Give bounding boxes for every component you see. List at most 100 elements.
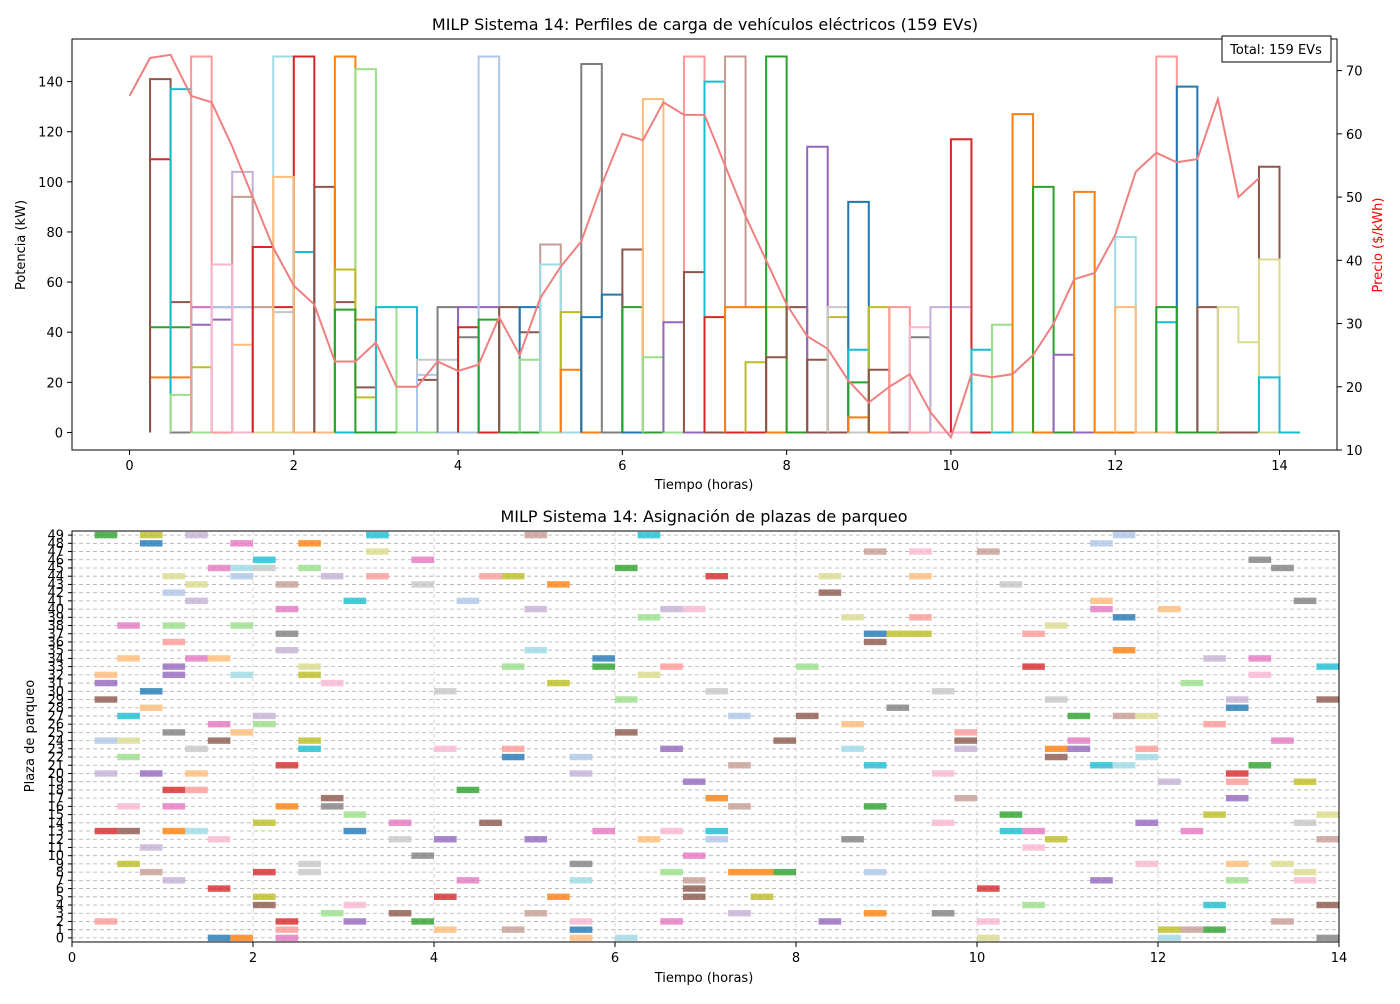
load-series-54 (682, 271, 746, 434)
assignment-bar (863, 548, 887, 555)
assignment-bar (1316, 696, 1339, 703)
assignment-bar (863, 803, 887, 810)
assignment-bar (818, 918, 842, 925)
load-series-16 (210, 263, 274, 434)
assignment-bar (298, 540, 321, 547)
assignment-bar (275, 646, 299, 654)
load-series-44 (559, 311, 623, 434)
assignment-bar (275, 926, 299, 933)
assignment-bar (434, 893, 457, 900)
plot-frame (71, 530, 1340, 943)
assignment-bar (705, 836, 729, 843)
plot-frame (71, 38, 1338, 451)
parking-assignment-chart: MILP Sistema 14: Asignación de plazas de… (23, 507, 1347, 986)
assignment-bar (728, 762, 751, 769)
assignment-bar (1044, 745, 1068, 753)
assignment-bar (1090, 605, 1113, 613)
assignment-bar (162, 573, 186, 580)
x-tick-label: 4 (454, 459, 462, 474)
load-series-20 (251, 246, 315, 434)
assignment-bar (253, 564, 276, 572)
load-series-29 (374, 306, 438, 434)
assignment-bar (728, 803, 751, 810)
assignment-bar (230, 671, 253, 679)
load-series-21 (292, 55, 356, 434)
assignment-bar (705, 688, 729, 695)
assignment-bar (1203, 926, 1226, 933)
y-tick-label: 33 (47, 660, 64, 675)
y2-tick-label: 60 (1346, 128, 1363, 143)
load-series-87 (1175, 85, 1239, 434)
assignment-bar (207, 564, 231, 572)
y-tick-label: 14 (47, 816, 64, 831)
assignment-bar (434, 745, 457, 753)
assignment-bar (1225, 696, 1249, 703)
assignment-bar (207, 934, 231, 942)
load-series-43 (539, 263, 602, 434)
assignment-bar (1225, 794, 1249, 802)
assignment-bar (909, 573, 932, 580)
assignment-bar (660, 745, 683, 753)
y-tick-label: 9 (56, 857, 64, 872)
load-series-84 (1114, 306, 1177, 434)
y-axis-label: Plaza de parqueo (23, 680, 38, 793)
y-tick-label: 32 (47, 668, 64, 683)
load-series-45 (559, 368, 623, 434)
assignment-bar (1293, 868, 1317, 876)
x-tick-label: 12 (1150, 951, 1167, 966)
load-series-37 (477, 55, 541, 434)
assignment-bar (230, 622, 253, 629)
assignment-bar (637, 836, 661, 843)
y-tick-label: 4 (56, 899, 64, 914)
assignment-bar (1044, 696, 1068, 703)
load-series-62 (806, 145, 869, 434)
y-tick-label: 6 (56, 882, 64, 897)
x-tick-label: 10 (969, 951, 986, 966)
assignment-bar (207, 885, 231, 892)
assignment-bar (162, 786, 186, 794)
assignment-bar (434, 688, 457, 695)
y-tick-label: 1 (56, 923, 64, 938)
y-tick-label: 23 (47, 742, 64, 757)
y-tick-label: 18 (47, 783, 64, 798)
assignment-bar (863, 910, 887, 917)
assignment-bar (162, 638, 186, 646)
load-series-75 (929, 306, 992, 434)
assignment-bar (1203, 901, 1226, 909)
assignment-bar (1135, 860, 1158, 868)
y-tick-label: 39 (47, 611, 64, 626)
y-tick-label: 46 (47, 553, 64, 568)
assignment-bar (660, 605, 683, 613)
y-tick-label: 140 (38, 76, 63, 91)
assignment-bar (117, 827, 140, 835)
assignment-bar (162, 663, 186, 670)
load-series-5 (149, 78, 212, 434)
assignment-bar (999, 581, 1023, 588)
y2-tick-label: 50 (1346, 191, 1363, 206)
assignment-bar (1112, 646, 1136, 654)
assignment-bar (94, 737, 118, 744)
load-series-46 (580, 63, 643, 434)
assignment-bar (1022, 827, 1045, 835)
assignment-bar (592, 827, 615, 835)
assignment-bar (275, 918, 299, 925)
assignment-bar (207, 836, 231, 843)
load-series-64 (826, 316, 890, 434)
load-series-86 (1155, 321, 1218, 434)
assignment-bar (999, 811, 1023, 818)
y-tick-label: 42 (47, 586, 64, 601)
y-tick-label: 12 (47, 833, 64, 848)
y-tick-label: 80 (46, 226, 63, 241)
assignment-bar (139, 868, 163, 876)
price-line (128, 53, 1260, 440)
assignment-bar (637, 671, 661, 679)
assignment-bar (524, 910, 548, 917)
assignment-bar (388, 819, 412, 827)
load-series-82 (1073, 190, 1136, 434)
y-tick-label: 40 (46, 326, 63, 341)
assignment-bar (139, 531, 163, 539)
x-tick-label: 8 (783, 459, 791, 474)
y-tick-label: 28 (47, 701, 64, 716)
assignment-bar (863, 868, 887, 876)
load-series-13 (190, 55, 253, 434)
